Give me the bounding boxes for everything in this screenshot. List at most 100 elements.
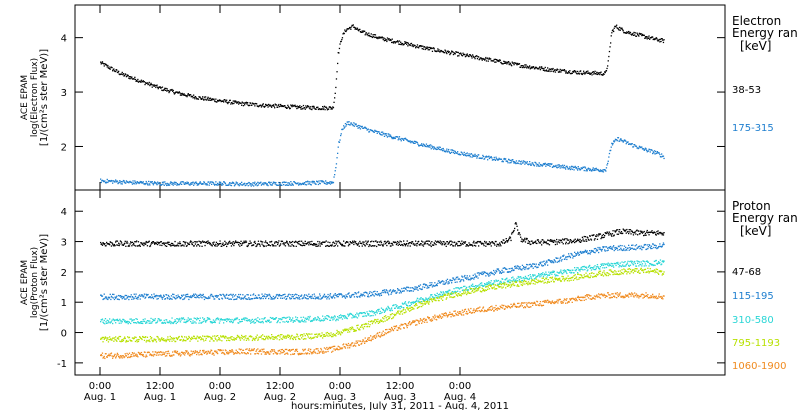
data-point	[601, 237, 602, 238]
data-point	[465, 56, 466, 57]
data-point	[447, 241, 448, 242]
data-point	[180, 243, 181, 244]
data-point	[485, 284, 486, 285]
data-point	[617, 234, 618, 235]
data-point	[269, 183, 270, 184]
data-point	[355, 27, 356, 28]
data-point	[391, 42, 392, 43]
data-point	[194, 295, 195, 296]
data-point	[311, 244, 312, 245]
data-point	[420, 145, 421, 146]
data-point	[381, 312, 382, 313]
data-point	[621, 249, 622, 250]
data-point	[240, 241, 241, 242]
data-point	[255, 295, 256, 296]
data-point	[393, 138, 394, 139]
data-point	[216, 185, 217, 186]
data-point	[252, 182, 253, 183]
data-point	[152, 183, 153, 184]
data-point	[461, 287, 462, 288]
data-point	[270, 184, 271, 185]
data-point	[140, 246, 141, 247]
data-point	[630, 265, 631, 266]
data-point	[237, 101, 238, 102]
data-point	[434, 48, 435, 49]
data-point	[218, 318, 219, 319]
data-point	[204, 299, 205, 300]
data-point	[207, 98, 208, 99]
data-point	[131, 182, 132, 183]
series-47-68	[100, 222, 665, 247]
data-point	[150, 244, 151, 245]
data-point	[461, 279, 462, 280]
data-point	[105, 337, 106, 338]
data-point	[333, 318, 334, 319]
data-point	[217, 335, 218, 336]
data-point	[297, 243, 298, 244]
data-point	[235, 240, 236, 241]
data-point	[357, 128, 358, 129]
data-point	[342, 318, 343, 319]
data-point	[184, 184, 185, 185]
data-point	[193, 185, 194, 186]
data-point	[163, 182, 164, 183]
data-point	[596, 250, 597, 251]
data-point	[187, 95, 188, 96]
data-point	[156, 242, 157, 243]
data-point	[118, 338, 119, 339]
data-point	[650, 248, 651, 249]
data-point	[344, 315, 345, 316]
data-point	[663, 244, 664, 245]
data-point	[510, 237, 511, 238]
data-point	[439, 149, 440, 150]
data-point	[194, 318, 195, 319]
data-point	[109, 297, 110, 298]
data-point	[247, 102, 248, 103]
data-point	[495, 273, 496, 274]
data-point	[194, 297, 195, 298]
data-point	[512, 159, 513, 160]
data-point	[327, 319, 328, 320]
data-point	[470, 156, 471, 157]
data-point	[467, 53, 468, 54]
data-point	[373, 241, 374, 242]
data-point	[602, 171, 603, 172]
data-point	[421, 143, 422, 144]
data-point	[159, 242, 160, 243]
data-point	[161, 87, 162, 88]
data-point	[242, 321, 243, 322]
data-point	[344, 318, 345, 319]
data-point	[119, 323, 120, 324]
data-point	[622, 140, 623, 141]
data-point	[574, 252, 575, 253]
data-point	[525, 64, 526, 65]
data-point	[491, 280, 492, 281]
data-point	[244, 319, 245, 320]
data-point	[171, 243, 172, 244]
data-point	[411, 290, 412, 291]
data-point	[356, 243, 357, 244]
data-point	[614, 28, 615, 29]
data-point	[444, 244, 445, 245]
data-point	[609, 247, 610, 248]
data-point	[494, 62, 495, 63]
data-point	[428, 298, 429, 299]
data-point	[168, 183, 169, 184]
data-point	[527, 161, 528, 162]
data-point	[171, 245, 172, 246]
data-point	[644, 38, 645, 39]
data-point	[262, 296, 263, 297]
data-point	[428, 240, 429, 241]
data-point	[373, 311, 374, 312]
data-point	[326, 296, 327, 297]
data-point	[345, 123, 346, 124]
data-point	[228, 295, 229, 296]
data-point	[428, 47, 429, 48]
data-point	[389, 242, 390, 243]
data-point	[339, 315, 340, 316]
data-point	[583, 240, 584, 241]
data-point	[162, 340, 163, 341]
y-tick-label: -1	[57, 359, 67, 370]
data-point	[374, 295, 375, 296]
data-point	[537, 267, 538, 268]
